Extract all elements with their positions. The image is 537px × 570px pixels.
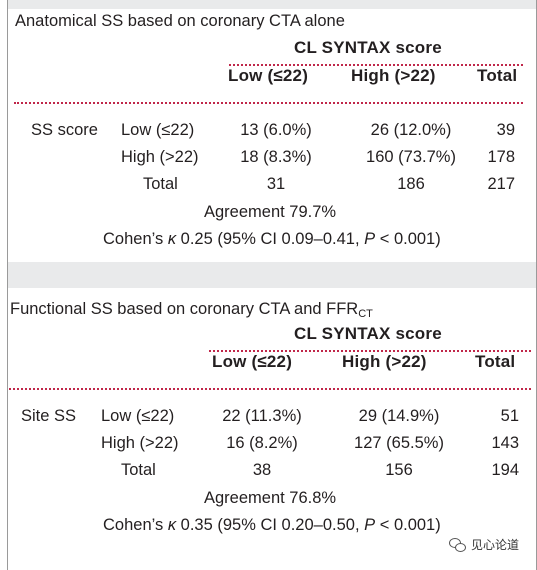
row-label: Total xyxy=(143,175,178,193)
cell-total: 194 xyxy=(491,461,519,479)
wechat-icon xyxy=(448,537,467,552)
cell-high: 127 (65.5%) xyxy=(354,434,444,452)
kappa-symbol: κ xyxy=(167,230,177,248)
cell-low: 16 (8.2%) xyxy=(226,434,298,452)
cell-total: 51 xyxy=(500,407,519,425)
kappa-text: Cohen’s κ 0.25 (95% CI 0.09–0.41, P < 0.… xyxy=(103,230,441,249)
cell-total: 143 xyxy=(491,434,519,452)
caption-subscript: CT xyxy=(358,308,373,320)
cell-high: 156 xyxy=(385,461,413,479)
cell-high: 26 (12.0%) xyxy=(370,121,452,139)
column-header-high: High (>22) xyxy=(351,66,436,85)
body-rule xyxy=(14,102,523,104)
watermark-text: 见心论道 xyxy=(470,538,519,552)
row-label: Total xyxy=(121,461,156,479)
row-label: High (>22) xyxy=(101,434,179,452)
kappa-p-value: < 0.001) xyxy=(375,230,441,248)
group-header: CL SYNTAX score xyxy=(294,38,442,57)
kappa-symbol: κ xyxy=(167,516,177,534)
cell-low: 31 xyxy=(266,175,286,193)
anatomical-ss-table: Anatomical SS based on coronary CTA alon… xyxy=(8,0,536,262)
cell-low: 38 xyxy=(252,461,272,479)
section-divider xyxy=(8,262,536,288)
p-symbol: P xyxy=(364,230,376,248)
kappa-ci: 0.35 (95% CI 0.20–0.50, xyxy=(176,516,365,534)
caption-text: Anatomical SS based on coronary CTA alon… xyxy=(15,12,345,30)
cell-total: 217 xyxy=(487,175,515,193)
cell-total: 39 xyxy=(496,121,515,139)
kappa-prefix: Cohen’s xyxy=(103,230,168,248)
row-group-label: Site SS xyxy=(21,407,77,425)
p-symbol: P xyxy=(364,516,376,534)
kappa-text: Cohen’s κ 0.35 (95% CI 0.20–0.50, P < 0.… xyxy=(103,516,441,535)
header-rule xyxy=(229,64,523,66)
header-rule xyxy=(209,350,531,352)
column-header-total: Total xyxy=(475,352,516,371)
column-header-low: Low (≤22) xyxy=(212,352,293,371)
cell-high: 160 (73.7%) xyxy=(366,148,456,166)
caption-text: Functional SS based on coronary CTA and … xyxy=(10,300,359,318)
cell-low: 22 (11.3%) xyxy=(222,407,302,425)
body-rule xyxy=(9,388,531,390)
kappa-prefix: Cohen’s xyxy=(103,516,168,534)
row-label: Low (≤22) xyxy=(121,121,195,139)
row-label: Low (≤22) xyxy=(101,407,175,425)
column-header-low: Low (≤22) xyxy=(228,66,309,85)
kappa-p-value: < 0.001) xyxy=(375,516,441,534)
table-caption: Functional SS based on coronary CTA and … xyxy=(10,300,373,320)
cell-high: 186 xyxy=(397,175,425,193)
watermark: 见心论道 xyxy=(448,536,519,553)
cell-high: 29 (14.9%) xyxy=(358,407,440,425)
cell-low: 18 (8.3%) xyxy=(240,148,312,166)
agreement-text: Agreement 79.7% xyxy=(204,203,337,221)
kappa-ci: 0.25 (95% CI 0.09–0.41, xyxy=(176,230,365,248)
cell-low: 13 (6.0%) xyxy=(240,121,312,139)
column-header-high: High (>22) xyxy=(342,352,427,371)
table-caption: Anatomical SS based on coronary CTA alon… xyxy=(15,12,345,32)
row-group-label: SS score xyxy=(31,121,98,139)
row-label: High (>22) xyxy=(121,148,199,166)
functional-ss-table: Functional SS based on coronary CTA and … xyxy=(8,288,536,570)
cell-total: 178 xyxy=(487,148,515,166)
group-header: CL SYNTAX score xyxy=(294,324,442,343)
agreement-text: Agreement 76.8% xyxy=(204,489,337,507)
column-header-total: Total xyxy=(477,66,518,85)
